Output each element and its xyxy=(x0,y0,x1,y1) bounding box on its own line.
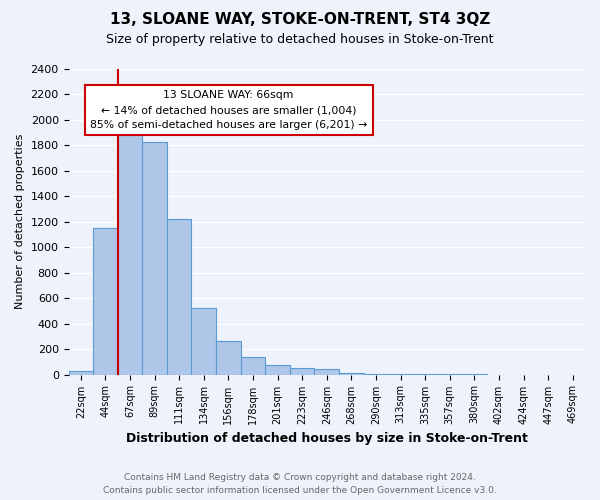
Bar xyxy=(118,126,142,374)
Bar xyxy=(265,365,290,374)
Bar xyxy=(241,356,265,374)
Bar xyxy=(68,372,93,374)
Bar xyxy=(167,218,191,374)
Bar xyxy=(142,142,167,374)
Bar xyxy=(191,308,216,374)
Text: 13, SLOANE WAY, STOKE-ON-TRENT, ST4 3QZ: 13, SLOANE WAY, STOKE-ON-TRENT, ST4 3QZ xyxy=(110,12,490,28)
Bar xyxy=(216,341,241,374)
Bar xyxy=(314,370,339,374)
Text: 13 SLOANE WAY: 66sqm
← 14% of detached houses are smaller (1,004)
85% of semi-de: 13 SLOANE WAY: 66sqm ← 14% of detached h… xyxy=(90,90,367,130)
Bar xyxy=(290,368,314,374)
Bar xyxy=(93,228,118,374)
Text: Contains HM Land Registry data © Crown copyright and database right 2024.
Contai: Contains HM Land Registry data © Crown c… xyxy=(103,474,497,495)
Y-axis label: Number of detached properties: Number of detached properties xyxy=(15,134,25,310)
Text: Size of property relative to detached houses in Stoke-on-Trent: Size of property relative to detached ho… xyxy=(106,32,494,46)
X-axis label: Distribution of detached houses by size in Stoke-on-Trent: Distribution of detached houses by size … xyxy=(126,432,528,445)
